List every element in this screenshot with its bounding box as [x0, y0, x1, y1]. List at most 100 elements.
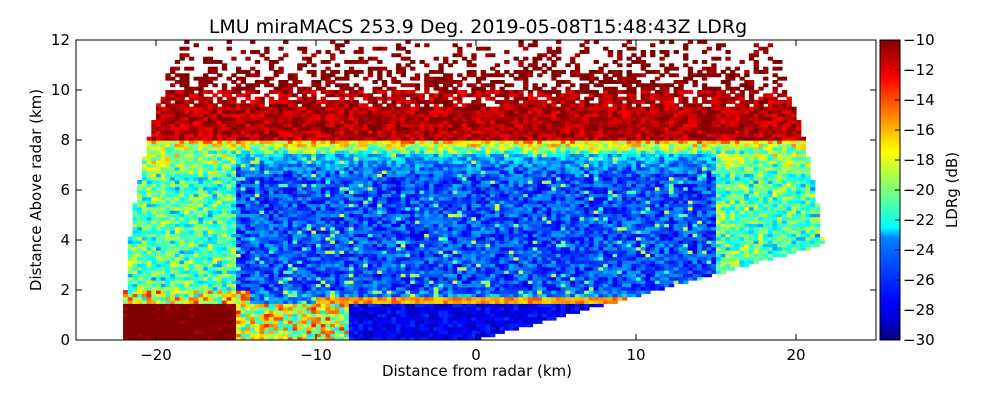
heatmap-cell	[396, 270, 402, 274]
heatmap-cell	[250, 286, 256, 291]
heatmap-cell	[716, 216, 722, 221]
heatmap-cell	[626, 240, 632, 244]
heatmap-cell	[292, 313, 298, 318]
heatmap-cell	[744, 206, 750, 211]
heatmap-cell	[188, 243, 195, 248]
heatmap-cell	[268, 326, 275, 331]
heatmap-cell	[485, 280, 491, 284]
heatmap-cell	[137, 250, 143, 254]
heatmap-cell	[132, 240, 138, 244]
heatmap-cell	[424, 333, 430, 338]
heatmap-cell	[673, 223, 679, 228]
heatmap-cell	[650, 273, 656, 278]
heatmap-cell	[772, 243, 778, 248]
heatmap-cell	[184, 310, 190, 314]
heatmap-cell	[381, 276, 388, 281]
heatmap-cell	[240, 233, 247, 238]
heatmap-cell	[339, 230, 345, 234]
heatmap-cell	[320, 246, 327, 251]
heatmap-cell	[240, 316, 247, 321]
heatmap-cell	[184, 236, 190, 241]
heatmap-cell	[367, 210, 374, 214]
heatmap-cell	[410, 290, 416, 294]
heatmap-cell	[165, 296, 171, 301]
heatmap-cell	[781, 220, 788, 224]
heatmap-cell	[678, 280, 684, 284]
heatmap-cell	[739, 230, 745, 234]
heatmap-cell	[245, 233, 251, 238]
heatmap-cell	[292, 293, 298, 298]
heatmap-cell	[457, 290, 463, 294]
heatmap-cell	[438, 333, 444, 338]
heatmap-cell	[494, 213, 501, 218]
heatmap-cell	[160, 303, 167, 308]
heatmap-cell	[339, 300, 345, 304]
heatmap-cell	[683, 270, 689, 274]
heatmap-cell	[400, 260, 407, 264]
ldr-heatmap	[123, 40, 825, 340]
heatmap-cell	[508, 233, 515, 238]
heatmap-cell	[188, 283, 195, 288]
heatmap-cell	[419, 263, 425, 268]
heatmap-cell	[414, 270, 421, 274]
heatmap-cell	[141, 216, 148, 221]
heatmap-cell	[179, 303, 185, 308]
heatmap-cell	[621, 246, 628, 251]
heatmap-cell	[301, 220, 308, 224]
heatmap-cell	[424, 320, 430, 324]
heatmap-cell	[499, 206, 505, 211]
heatmap-cell	[537, 310, 543, 314]
heatmap-cell	[546, 233, 552, 238]
heatmap-cell	[626, 243, 632, 248]
heatmap-cell	[659, 273, 665, 278]
plot-area	[123, 40, 825, 340]
heatmap-cell	[424, 220, 430, 224]
heatmap-cell	[240, 206, 247, 211]
heatmap-cell	[476, 253, 482, 258]
heatmap-cell	[508, 313, 515, 318]
heatmap-cell	[424, 233, 430, 238]
heatmap-cell	[419, 310, 425, 314]
heatmap-cell	[381, 336, 388, 340]
heatmap-cell	[805, 236, 811, 241]
heatmap-cell	[513, 323, 519, 328]
heatmap-cell	[198, 216, 204, 221]
heatmap-cell	[221, 303, 228, 308]
heatmap-cell	[438, 326, 444, 331]
heatmap-cell	[160, 326, 167, 331]
heatmap-cell	[330, 243, 336, 248]
heatmap-cell	[574, 276, 581, 281]
heatmap-cell	[179, 326, 185, 331]
heatmap-cell	[391, 233, 397, 238]
heatmap-cell	[273, 256, 279, 261]
heatmap-cell	[711, 210, 717, 214]
heatmap-cell	[598, 263, 604, 268]
heatmap-cell	[184, 303, 190, 308]
heatmap-cell	[584, 246, 590, 251]
heatmap-cell	[476, 213, 482, 218]
heatmap-cell	[160, 306, 167, 311]
heatmap-cell	[165, 283, 171, 288]
heatmap-cell	[654, 263, 661, 268]
heatmap-cell	[480, 236, 487, 241]
heatmap-cell	[221, 203, 228, 208]
heatmap-cell	[179, 220, 185, 224]
heatmap-cell	[781, 233, 788, 238]
heatmap-cell	[198, 310, 204, 314]
heatmap-cell	[513, 213, 519, 218]
heatmap-cell	[570, 253, 576, 258]
heatmap-cell	[523, 263, 529, 268]
heatmap-cell	[320, 276, 327, 281]
heatmap-cell	[297, 330, 303, 334]
heatmap-cell	[607, 290, 614, 294]
heatmap-cell	[344, 330, 350, 334]
heatmap-cell	[588, 256, 595, 261]
heatmap-cell	[546, 210, 552, 214]
heatmap-cell	[278, 320, 284, 324]
heatmap-cell	[551, 296, 557, 301]
heatmap-cell	[523, 250, 529, 254]
heatmap-cell	[268, 290, 275, 294]
heatmap-cell	[179, 223, 185, 228]
heatmap-cell	[772, 213, 778, 218]
heatmap-cell	[532, 293, 538, 298]
